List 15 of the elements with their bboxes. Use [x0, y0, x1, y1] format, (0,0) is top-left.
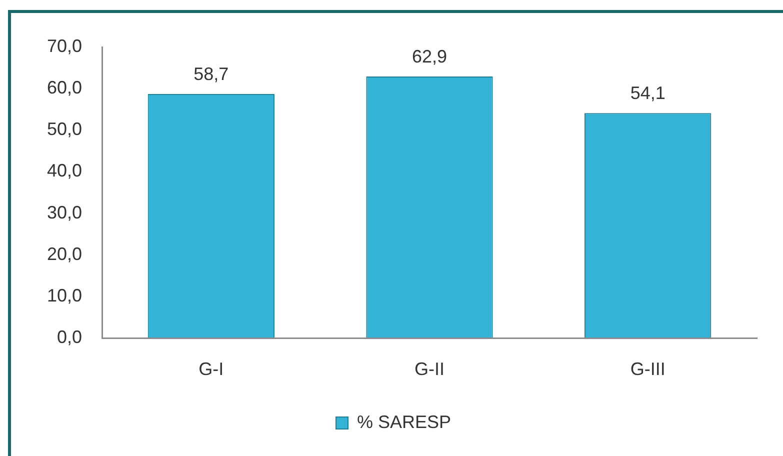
y-tick-label: 50,0: [46, 119, 82, 140]
y-tick-label: 60,0: [46, 78, 82, 98]
x-tick-label: G-II: [414, 358, 444, 379]
x-tick-label: G-III: [630, 358, 666, 379]
y-tick-label: 10,0: [46, 285, 82, 306]
y-tick-label: 70,0: [46, 36, 82, 56]
x-tick-label: G-I: [198, 358, 224, 379]
data-label: 62,9: [412, 46, 448, 66]
y-tick-label: 0,0: [56, 326, 82, 347]
data-label: 54,1: [630, 83, 666, 104]
y-tick-label: 20,0: [46, 244, 82, 264]
y-tick-label: 30,0: [46, 202, 82, 222]
data-label: 58,7: [194, 64, 229, 84]
legend-label: % SARESP: [356, 412, 452, 432]
y-tick-label: 40,0: [46, 160, 82, 181]
